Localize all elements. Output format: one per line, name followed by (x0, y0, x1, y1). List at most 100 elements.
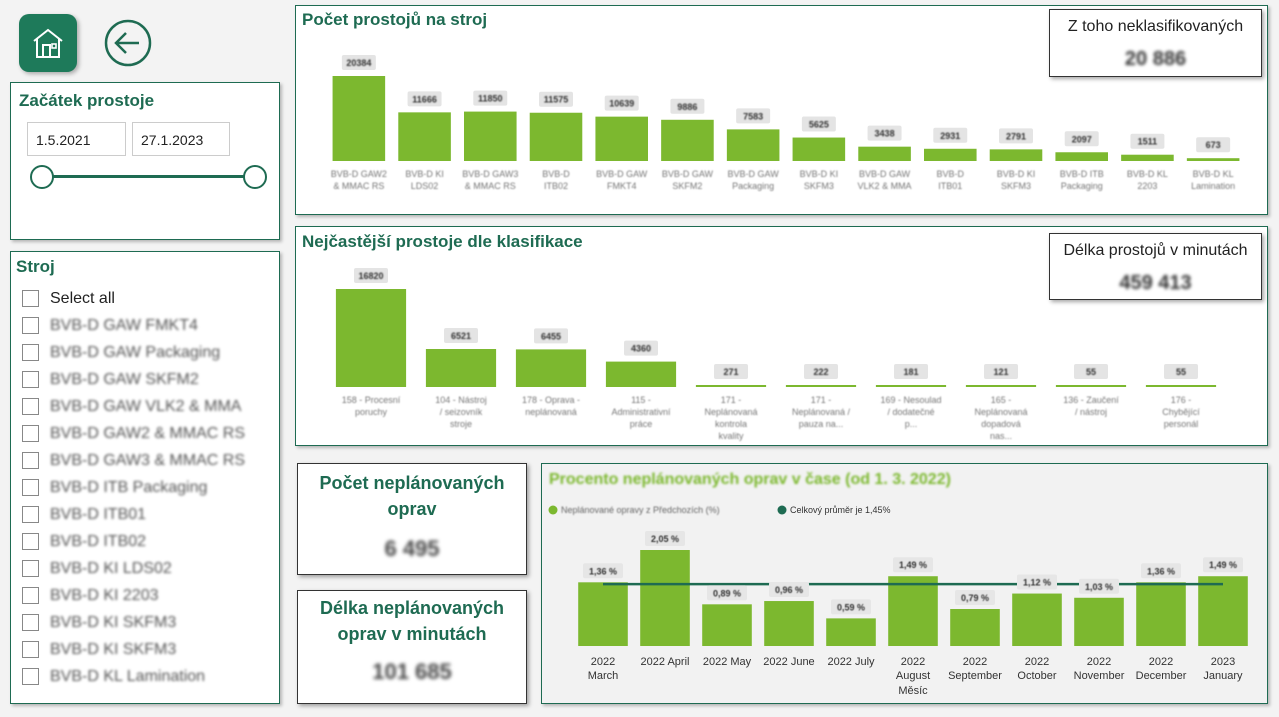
data-label: 1511 (1138, 137, 1158, 147)
data-label-bg (867, 125, 902, 141)
data-label: 2,05 % (651, 534, 679, 544)
checkbox[interactable] (22, 641, 39, 658)
bar[interactable] (764, 601, 814, 646)
bar[interactable] (661, 119, 714, 161)
checkbox-label: BVB-D KI SKFM3 (50, 640, 177, 658)
data-label: 0,96 % (775, 585, 803, 595)
bar[interactable] (1121, 154, 1174, 161)
bar[interactable] (1055, 385, 1127, 387)
bar[interactable] (792, 137, 846, 161)
machine-checkbox-row[interactable]: BVB-D ITB01 (22, 501, 245, 528)
bar[interactable] (640, 550, 690, 646)
machine-checkbox-row[interactable]: BVB-D KI SKFM3 (22, 636, 245, 663)
machine-checkbox-row[interactable]: BVB-D GAW Packaging (22, 339, 245, 366)
checkbox[interactable] (22, 371, 39, 388)
downtime-minutes-kpi-label: Délka prostojů v minutách (1063, 242, 1248, 259)
bar[interactable] (950, 609, 1000, 646)
machine-checkbox-row[interactable]: BVB-D ITB02 (22, 528, 245, 555)
data-label: 5625 (809, 120, 829, 130)
bar[interactable] (578, 582, 628, 646)
category-label: BVB-D GAW Packaging (728, 169, 780, 191)
checkbox[interactable] (22, 317, 39, 334)
x-tick-label: 2023 January (1203, 656, 1243, 682)
bar[interactable] (335, 289, 407, 387)
machine-checkbox-row[interactable]: BVB-D GAW2 & MMAC RS (22, 420, 245, 447)
machine-checkbox-row[interactable]: BVB-D KI 2203 (22, 582, 245, 609)
data-label: 2791 (1006, 131, 1026, 141)
bar[interactable] (515, 349, 587, 387)
bar[interactable] (726, 129, 780, 161)
bar[interactable] (1074, 597, 1124, 646)
date-slider-end-handle[interactable] (243, 165, 267, 189)
bar[interactable] (425, 349, 497, 387)
checkbox[interactable] (22, 587, 39, 604)
data-label-bg (801, 116, 836, 132)
bar[interactable] (332, 76, 386, 161)
chart3-title: Procento neplánovaných oprav v čase (od … (549, 471, 951, 488)
home-button[interactable] (19, 14, 77, 72)
bar[interactable] (858, 146, 911, 161)
data-label-bg (583, 563, 623, 579)
machine-checkbox-row[interactable]: BVB-D ITB Packaging (22, 474, 245, 501)
machine-checkbox-row[interactable]: BVB-D KL Lamination (22, 663, 245, 690)
downtime-by-classification-panel: Nejčastější prostoje dle klasifikace 168… (295, 226, 1268, 446)
data-label-bg (539, 91, 573, 107)
bar[interactable] (1145, 385, 1217, 387)
bar[interactable] (464, 111, 517, 161)
downtime-per-machine-panel: Počet prostojů na stroj 20384 BVB-D GAW2 &… (295, 5, 1268, 215)
machine-checkbox-row[interactable]: BVB-D GAW VLK2 & MMA (22, 393, 245, 420)
bar[interactable] (1012, 593, 1062, 646)
bar[interactable] (888, 576, 938, 646)
bar[interactable] (875, 385, 947, 387)
machine-checkbox-row[interactable]: BVB-D GAW FMKT4 (22, 312, 245, 339)
category-label: 165 -Neplánovaná dopadová nas... (974, 395, 1027, 441)
date-slider-start-handle[interactable] (30, 165, 54, 189)
data-label: 6455 (541, 331, 561, 341)
bar[interactable] (1136, 582, 1186, 646)
data-label: 0,79 % (961, 593, 989, 603)
data-label-bg (831, 599, 871, 615)
x-tick-label: 2022 August (896, 656, 930, 682)
bar[interactable] (398, 112, 451, 161)
checkbox[interactable] (22, 614, 39, 631)
checkbox[interactable] (22, 398, 39, 415)
bar[interactable] (924, 148, 977, 161)
unplanned-count-label: Počet neplánovaných oprav (319, 473, 505, 519)
machine-checkbox-row[interactable]: BVB-D KI SKFM3 (22, 609, 245, 636)
checkbox[interactable] (22, 344, 39, 361)
checkbox[interactable] (22, 452, 39, 469)
checkbox[interactable] (22, 479, 39, 496)
checkbox[interactable] (22, 533, 39, 550)
bar[interactable] (595, 116, 648, 161)
bar[interactable] (785, 385, 857, 387)
checkbox[interactable] (22, 560, 39, 577)
bar[interactable] (529, 112, 583, 161)
data-label-bg (707, 585, 747, 601)
bar[interactable] (702, 604, 752, 646)
data-label: 10639 (609, 99, 634, 109)
machine-checkbox-row[interactable]: BVB-D GAW SKFM2 (22, 366, 245, 393)
back-arrow-icon (104, 19, 152, 67)
bar[interactable] (1055, 152, 1108, 161)
data-label: 0,89 % (713, 588, 741, 598)
end-date-input[interactable]: 27.1.2023 (132, 122, 230, 156)
chart2-title: Nejčastější prostoje dle klasifikace (302, 232, 583, 251)
back-button[interactable] (104, 19, 152, 67)
bar[interactable] (1198, 576, 1248, 646)
bar[interactable] (989, 149, 1043, 161)
start-date-input[interactable]: 1.5.2021 (27, 122, 126, 156)
bar[interactable] (1186, 158, 1240, 161)
machine-checkbox-row[interactable]: BVB-D GAW3 & MMAC RS (22, 447, 245, 474)
checkbox[interactable] (22, 668, 39, 685)
checkbox[interactable] (22, 425, 39, 442)
bar[interactable] (695, 385, 767, 387)
bar[interactable] (605, 361, 677, 387)
unplanned-minutes-kpi-card: Délka neplánovaných oprav v minutách 101… (297, 590, 527, 704)
checkbox[interactable] (22, 506, 39, 523)
bar[interactable] (965, 385, 1037, 387)
machine-checkbox-row[interactable]: BVB-D KI LDS02 (22, 555, 245, 582)
checkbox[interactable] (22, 290, 39, 307)
select-all-checkbox-row[interactable]: Select all (22, 285, 245, 312)
bar[interactable] (826, 618, 876, 646)
data-label-bg (604, 95, 639, 111)
